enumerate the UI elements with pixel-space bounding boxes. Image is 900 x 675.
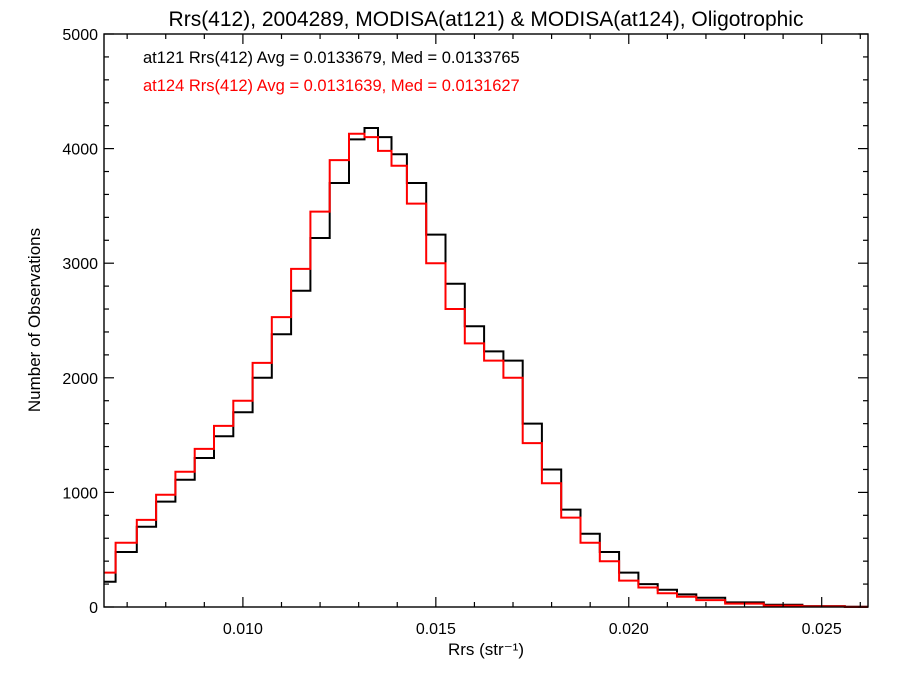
x-tick-label: 0.020 <box>609 621 649 638</box>
series-layer <box>104 127 868 608</box>
series-at121-line <box>104 127 868 608</box>
chart-title: Rrs(412), 2004289, MODISA(at121) & MODIS… <box>169 8 804 31</box>
plot-frame <box>103 33 869 608</box>
annotation-at121: at121 Rrs(412) Avg = 0.0133679, Med = 0.… <box>143 49 520 67</box>
tick-layer: 0.010 0.015 0.020 0.025 0 1000 2000 3000 4000 500… <box>62 27 868 638</box>
x-axis-label: Rrs (str⁻¹) <box>448 640 524 659</box>
y-tick-label: 3000 <box>62 256 98 273</box>
y-tick-label: 2000 <box>62 371 98 388</box>
y-tick-label: 1000 <box>62 485 98 502</box>
x-tick-label: 0.015 <box>416 621 456 638</box>
series-at124-line <box>104 132 868 608</box>
annotation-at124: at124 Rrs(412) Avg = 0.0131639, Med = 0.… <box>143 77 520 95</box>
y-tick-label: 0 <box>89 600 98 617</box>
x-tick-label: 0.025 <box>802 621 842 638</box>
y-tick-label: 5000 <box>62 27 98 44</box>
x-tick-label: 0.010 <box>223 621 263 638</box>
y-axis-label: Number of Observations <box>25 228 44 412</box>
y-tick-label: 4000 <box>62 142 98 159</box>
